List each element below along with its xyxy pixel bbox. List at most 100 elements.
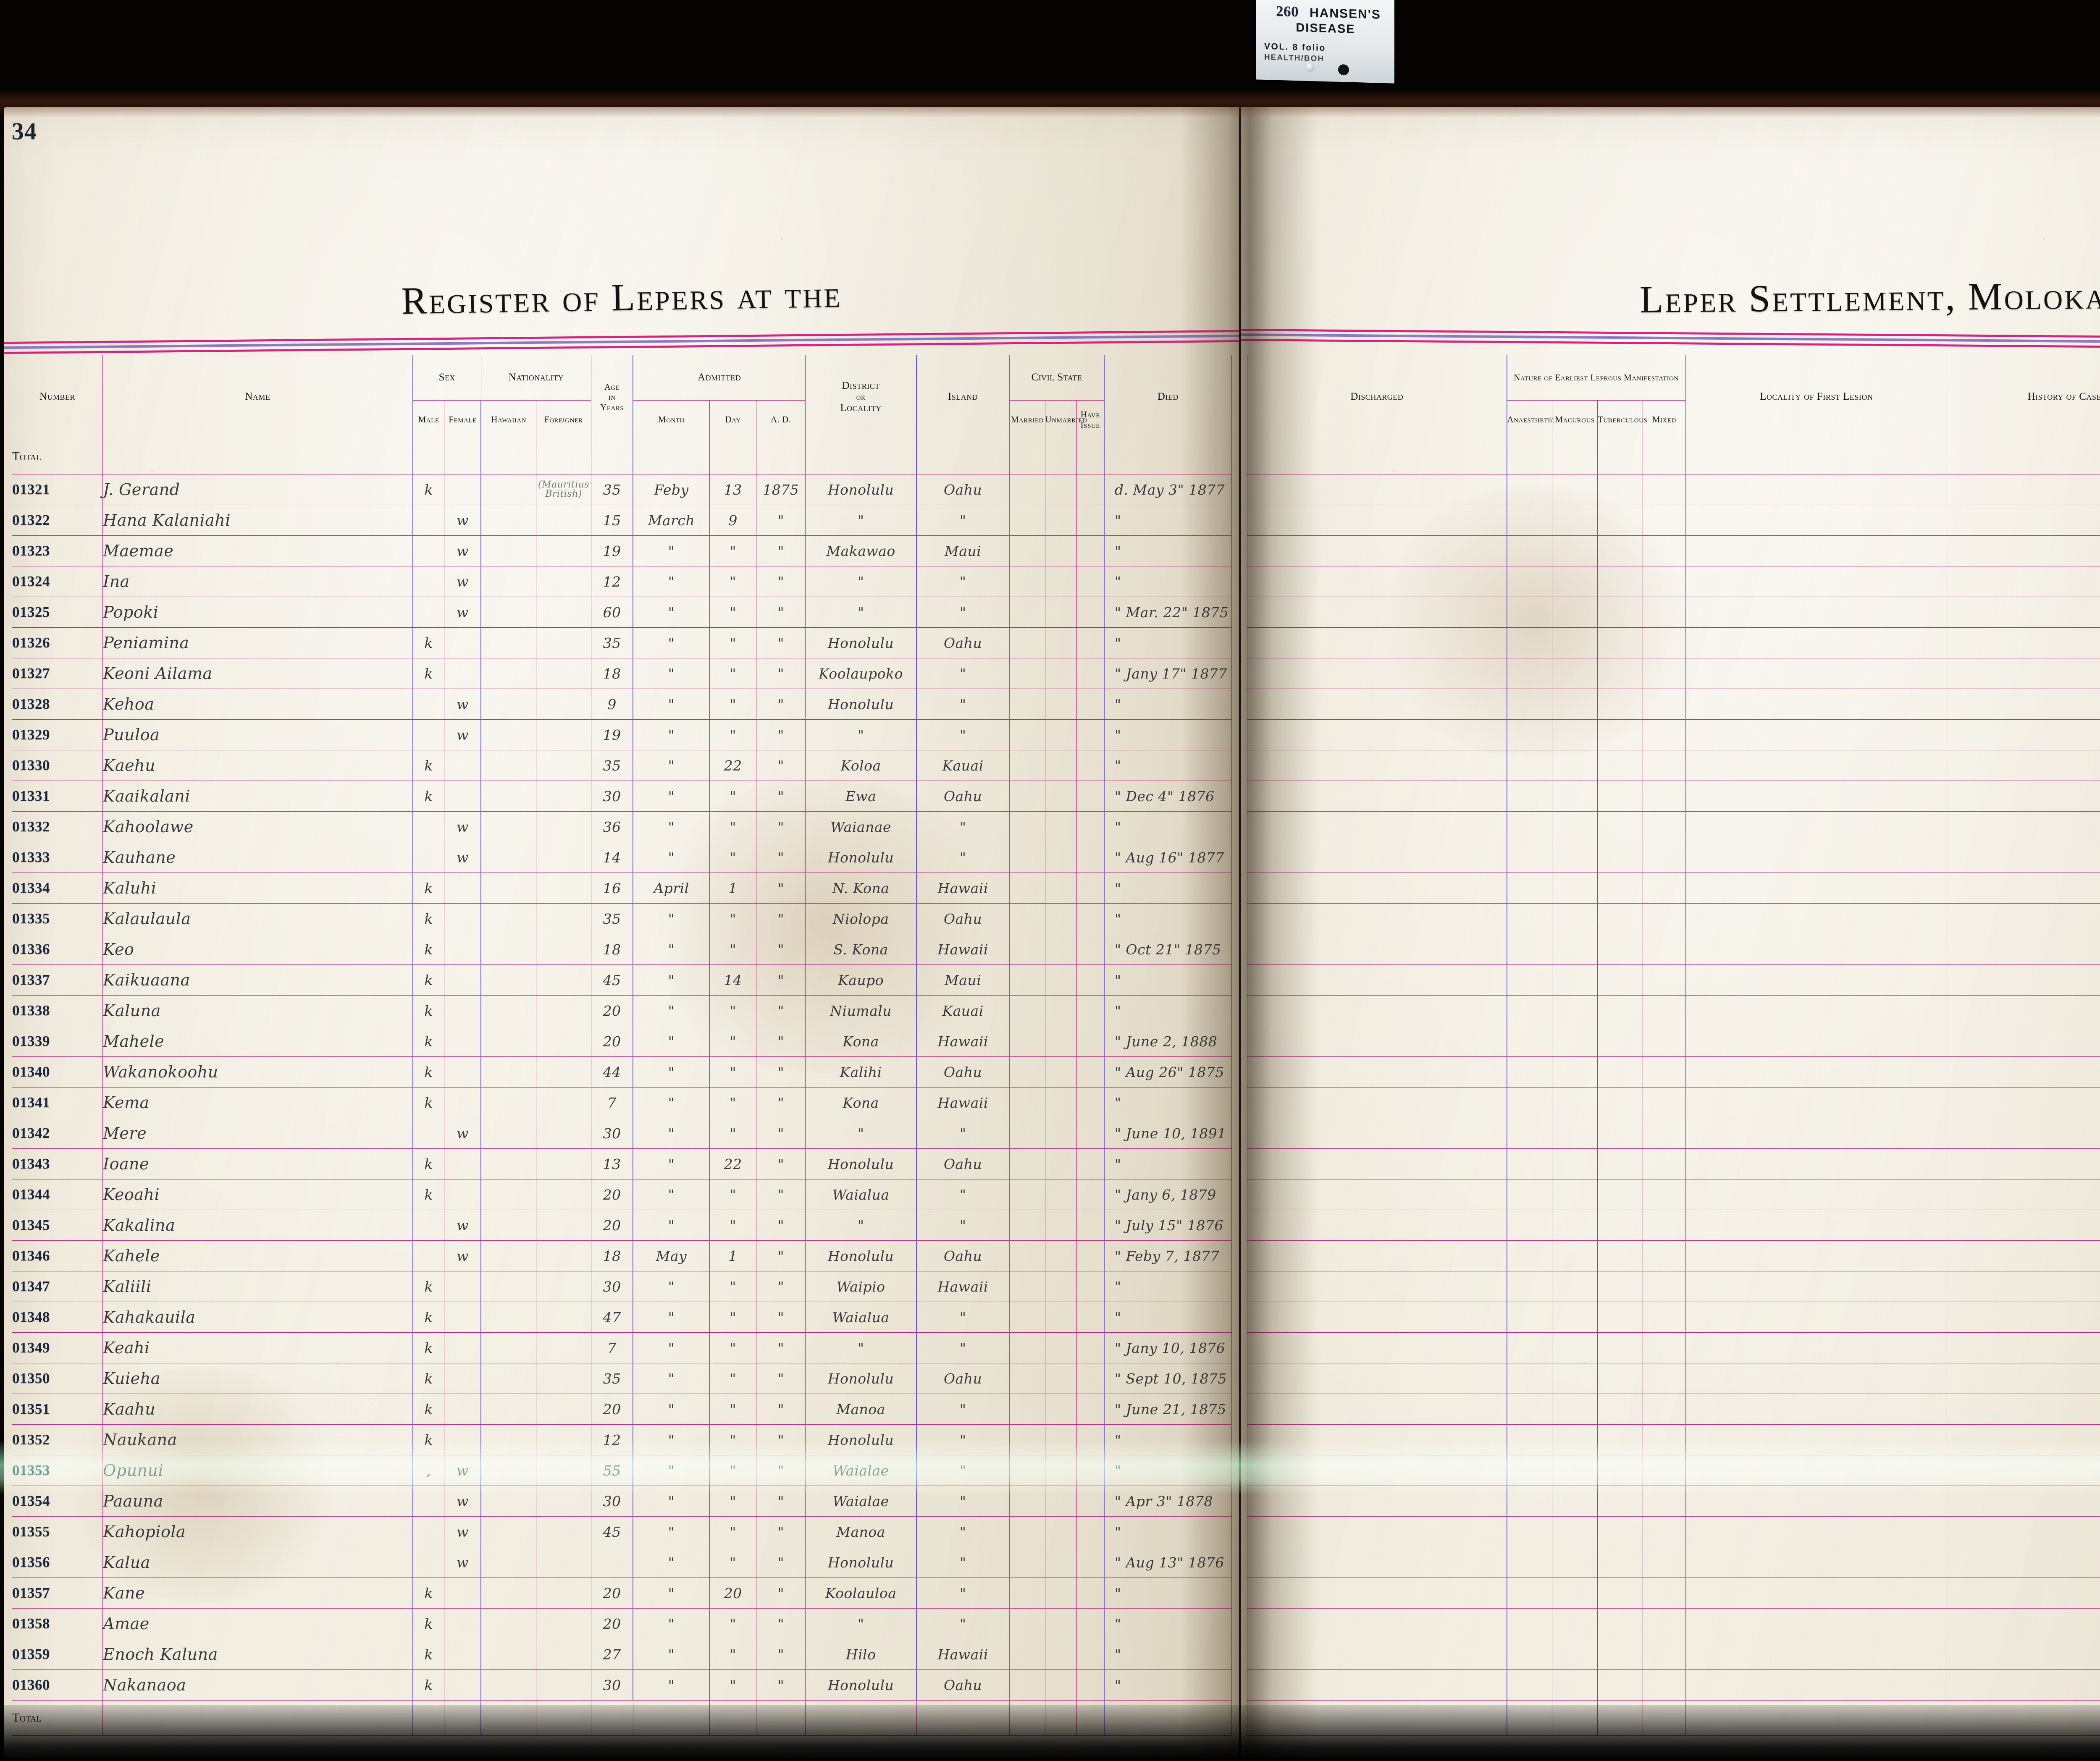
row-locality: Honolulu xyxy=(805,689,917,720)
row-admitted-month: " xyxy=(633,781,710,812)
row-name: Puuloa xyxy=(102,719,413,750)
row-macurous xyxy=(1552,934,1598,965)
row-island-text: Hawaii xyxy=(937,1646,988,1663)
row-admitted-day-text: " xyxy=(730,1002,736,1019)
row-age-text: 20 xyxy=(603,1186,621,1203)
row-number: 01356 xyxy=(11,1547,103,1578)
row-died-text: " xyxy=(1114,1002,1121,1019)
row-age: 12 xyxy=(591,1424,634,1455)
row-history-of-case xyxy=(1947,1424,2100,1455)
row-nationality-hawaiian xyxy=(480,689,537,720)
row-admitted-ad: " xyxy=(756,1394,806,1425)
row-island-text: " xyxy=(959,1554,966,1571)
row-nationality-hawaiian xyxy=(480,627,537,658)
row-sex-female-text: w xyxy=(457,542,469,559)
row-name-text: Popoki xyxy=(103,603,159,621)
row-name-text: Kaluhi xyxy=(103,879,157,897)
row-died-text: " xyxy=(1114,696,1121,713)
row-locality-first-lesion xyxy=(1685,1486,1948,1517)
row-age xyxy=(591,1547,634,1578)
row-admitted-month: " xyxy=(633,903,710,934)
have-label: Have xyxy=(1080,409,1100,420)
row-sex-male: k xyxy=(412,995,445,1026)
row-admitted-ad: " xyxy=(756,1578,806,1609)
table-row xyxy=(1247,1669,2100,1701)
row-admitted-ad: " xyxy=(756,1639,806,1670)
row-died: d. May 3" 1877 xyxy=(1103,474,1232,505)
row-married xyxy=(1009,1302,1045,1333)
row-locality-text: Honolulu xyxy=(827,634,894,651)
row-age: 35 xyxy=(591,750,634,781)
row-macurous xyxy=(1552,535,1598,566)
row-age-text: 18 xyxy=(603,665,621,682)
row-locality-text: Waianae xyxy=(830,818,892,835)
row-history-of-case xyxy=(1947,1639,2100,1670)
row-nationality-hawaiian xyxy=(480,964,537,996)
row-admitted-ad-text: " xyxy=(777,604,785,621)
col-header-died: Died xyxy=(1103,355,1232,439)
row-sex-female xyxy=(444,1669,481,1701)
row-sex-male xyxy=(412,1516,445,1547)
col-header-civil-state: Civil State xyxy=(1009,355,1105,401)
row-tuberculous xyxy=(1597,566,1643,597)
row-number-text: 01344 xyxy=(12,1186,50,1203)
row-island: " xyxy=(916,658,1010,689)
row-admitted-day-text: " xyxy=(730,573,736,590)
row-admitted-month: May xyxy=(633,1240,710,1271)
row-admitted-month-text: " xyxy=(668,1156,675,1172)
row-sex-male-text: k xyxy=(424,941,433,958)
row-died-text: " Aug 13" 1876 xyxy=(1114,1554,1224,1571)
row-age: 19 xyxy=(591,719,634,750)
row-age: 18 xyxy=(591,934,634,965)
row-mixed xyxy=(1642,1669,1686,1701)
row-history-of-case xyxy=(1947,1394,2100,1425)
row-number-text: 01355 xyxy=(12,1523,50,1540)
row-name: Kalua xyxy=(102,1547,413,1578)
row-history-of-case xyxy=(1947,903,2100,934)
row-anaesthetic xyxy=(1507,1516,1552,1547)
row-sex-male: k xyxy=(412,1271,445,1302)
row-sex-female xyxy=(444,934,481,965)
row-died: " xyxy=(1103,1578,1232,1609)
row-tuberculous xyxy=(1597,658,1643,689)
table-row: 01334 Kaluhi k 16 April 1 " N. Kona Hawaii " xyxy=(11,873,1232,904)
row-macurous xyxy=(1552,1639,1598,1670)
row-number-text: 01325 xyxy=(12,604,50,620)
row-admitted-month: " xyxy=(633,1148,710,1179)
row-age: 45 xyxy=(591,964,634,996)
col-header-day: Day xyxy=(709,400,757,439)
row-sex-female xyxy=(444,474,481,505)
row-sex-female xyxy=(444,1363,481,1394)
row-sex-male-text: k xyxy=(424,910,433,927)
row-have-issue xyxy=(1076,627,1105,658)
row-locality: Honolulu xyxy=(805,474,917,505)
row-admitted-month: March xyxy=(633,505,710,536)
row-number-text: 01352 xyxy=(12,1431,50,1448)
row-sex-male-text: k xyxy=(424,1431,433,1448)
row-sex-male: k xyxy=(412,781,445,812)
row-name: Enoch Kaluna xyxy=(102,1639,413,1670)
row-have-issue xyxy=(1076,964,1105,996)
row-died-text: " xyxy=(1114,512,1121,529)
col-header-island: Island xyxy=(916,355,1010,439)
row-admitted-day: " xyxy=(709,1026,757,1057)
row-name: Keahi xyxy=(102,1332,413,1363)
row-macurous xyxy=(1552,1026,1598,1057)
row-died-text: " xyxy=(1114,1677,1121,1693)
row-have-issue xyxy=(1076,505,1105,536)
total-label-cell: Total xyxy=(11,439,103,474)
row-number: 01335 xyxy=(11,903,103,934)
table-row: 01337 Kaikuaana k 45 " 14 " Kaupo Maui " xyxy=(11,964,1232,996)
row-admitted-month: " xyxy=(633,658,710,689)
row-admitted-ad: " xyxy=(756,1486,806,1517)
row-locality: " xyxy=(805,1332,917,1363)
row-married xyxy=(1009,1087,1045,1118)
row-history-of-case xyxy=(1947,1118,2100,1149)
table-row: 01355 Kahopiola w 45 " " " Manoa " " xyxy=(11,1516,1232,1547)
row-unmarried xyxy=(1045,1087,1077,1118)
row-locality-first-lesion xyxy=(1685,1179,1948,1210)
row-island-text: " xyxy=(959,818,966,835)
row-nationality-hawaiian xyxy=(480,1302,537,1333)
total-cell-b-2 xyxy=(444,1700,481,1736)
row-name: Kane xyxy=(102,1578,413,1609)
